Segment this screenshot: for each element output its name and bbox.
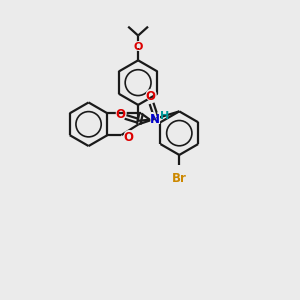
Text: O: O [123,130,133,144]
Text: O: O [114,107,127,122]
Text: O: O [146,90,155,103]
Text: O: O [115,108,125,121]
Text: O: O [122,130,134,145]
Text: N: N [150,113,160,126]
Text: H: H [160,111,170,121]
Text: N: N [149,112,161,127]
Text: O: O [134,43,143,52]
Text: O: O [132,40,144,55]
Text: Br: Br [172,172,187,185]
Text: O: O [144,89,157,104]
